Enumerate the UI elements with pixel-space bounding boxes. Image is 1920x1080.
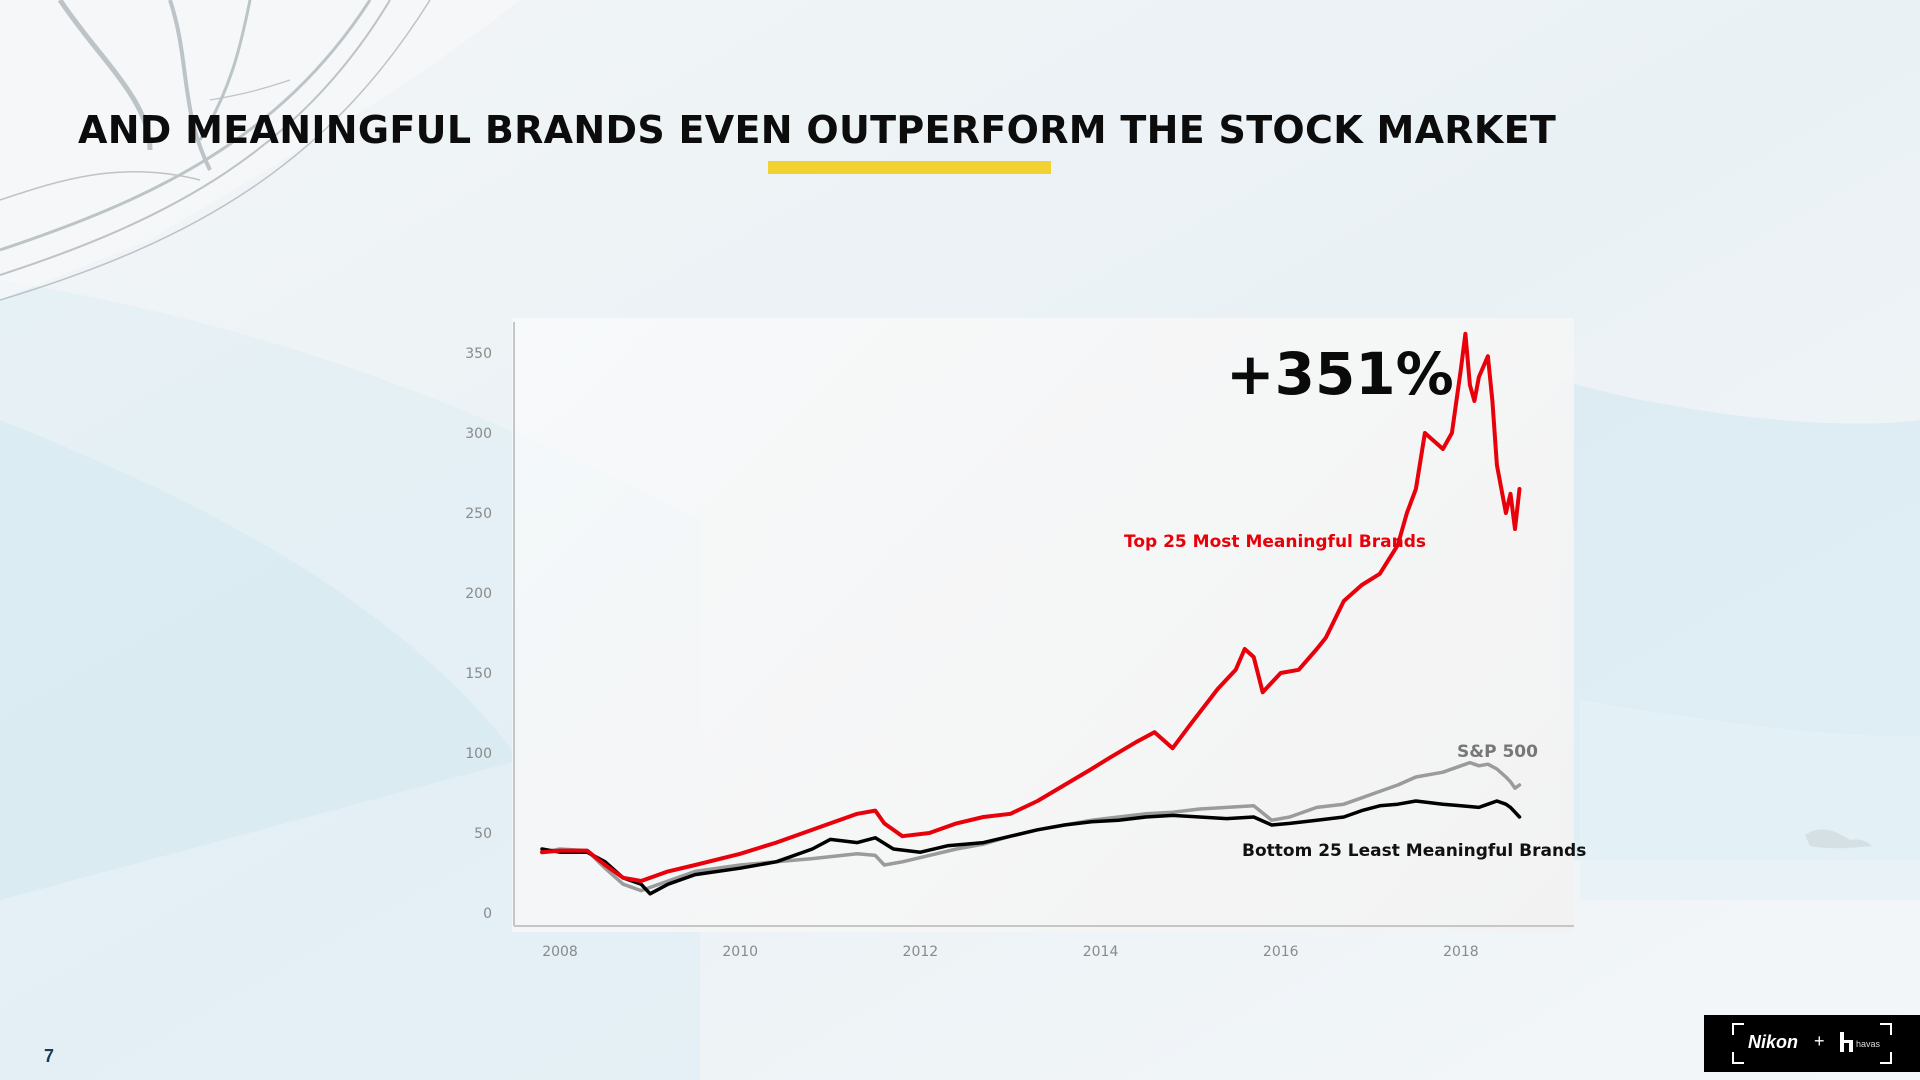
frame-corner-icon: [1732, 1023, 1744, 1035]
nikon-logo: Nikon: [1748, 1032, 1799, 1052]
y-tick-label: 50: [474, 826, 492, 842]
havas-logo-icon: [1840, 1032, 1853, 1052]
legend-label-bottom25: Bottom 25 Least Meaningful Brands: [1242, 841, 1586, 861]
x-tick-label: 2016: [1263, 944, 1299, 960]
frame-corner-icon: [1880, 1052, 1892, 1064]
series-lines: [540, 331, 1522, 896]
series-line-top25: [540, 331, 1522, 883]
x-tick-labels: 2008 2010 2012 2014 2016 2018: [542, 944, 1479, 960]
x-tick-label: 2010: [722, 944, 758, 960]
slide-title: AND MEANINGFUL BRANDS EVEN OUTPERFORM TH…: [78, 108, 1557, 152]
plus-sign: +: [1814, 1031, 1825, 1051]
frame-corner-icon: [1880, 1023, 1892, 1035]
legend-label-top25: Top 25 Most Meaningful Brands: [1124, 532, 1426, 552]
x-tick-label: 2012: [903, 944, 939, 960]
title-highlight-bar: [768, 161, 1051, 174]
y-tick-labels: 350 300 250 200 150 100 50 0: [465, 346, 492, 922]
legend-label-sp500: S&P 500: [1457, 742, 1538, 762]
y-tick-label: 200: [465, 586, 492, 602]
y-tick-label: 100: [465, 746, 492, 762]
brand-logo-box: Nikon + havas: [1704, 1015, 1920, 1072]
y-tick-label: 0: [483, 906, 492, 922]
havas-logo: havas: [1856, 1039, 1881, 1049]
series-line-bottom25: [540, 799, 1522, 896]
page-number: 7: [44, 1046, 55, 1066]
y-tick-label: 250: [465, 506, 492, 522]
y-tick-label: 150: [465, 666, 492, 682]
x-tick-label: 2014: [1083, 944, 1119, 960]
y-tick-label: 300: [465, 426, 492, 442]
y-tick-label: 350: [465, 346, 492, 362]
x-tick-label: 2008: [542, 944, 578, 960]
seagull-icon: [1805, 829, 1872, 849]
x-tick-label: 2018: [1443, 944, 1479, 960]
series-line-sp500: [540, 760, 1522, 893]
frame-corner-icon: [1732, 1052, 1744, 1064]
chart-annotation: +351%: [1226, 340, 1454, 408]
